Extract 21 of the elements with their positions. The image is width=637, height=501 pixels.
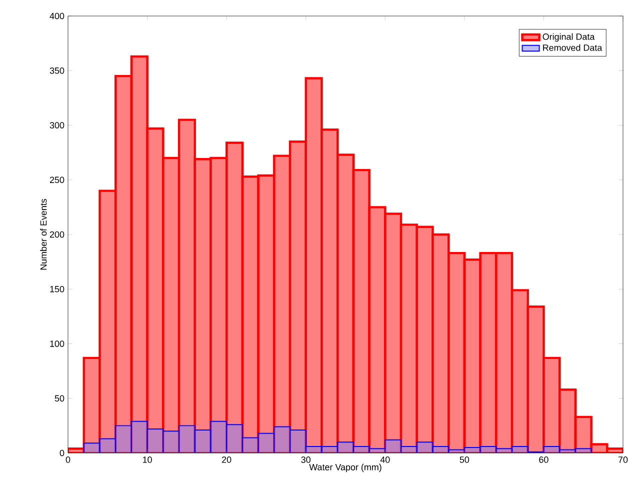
y-tick-label: 0 [60,450,64,456]
x-tick-label: 30 [301,456,310,463]
x-tick-label: 60 [539,456,548,463]
x-tick-label: 70 [618,456,628,463]
y-tick-label: 200 [50,231,64,238]
y-tick-label: 50 [54,395,64,402]
x-tick-label: 50 [460,456,470,463]
x-tick-label: 0 [66,456,70,463]
legend-label: Removed Data [543,44,602,51]
y-axis-title: Number of Events [40,198,47,270]
y-tick-label: 300 [50,122,64,128]
x-tick-label: 10 [142,456,152,463]
x-axis-title: Water Vapor (mm) [309,464,382,472]
legend-label: Original Data [542,33,595,42]
y-tick-label: 250 [50,176,64,184]
y-tick-label: 400 [50,12,64,20]
x-tick-label: 40 [380,456,390,463]
y-tick-label: 100 [50,340,64,347]
y-tick-label: 350 [50,67,64,74]
y-tick-label: 150 [50,286,64,292]
x-tick-label: 20 [222,456,232,463]
